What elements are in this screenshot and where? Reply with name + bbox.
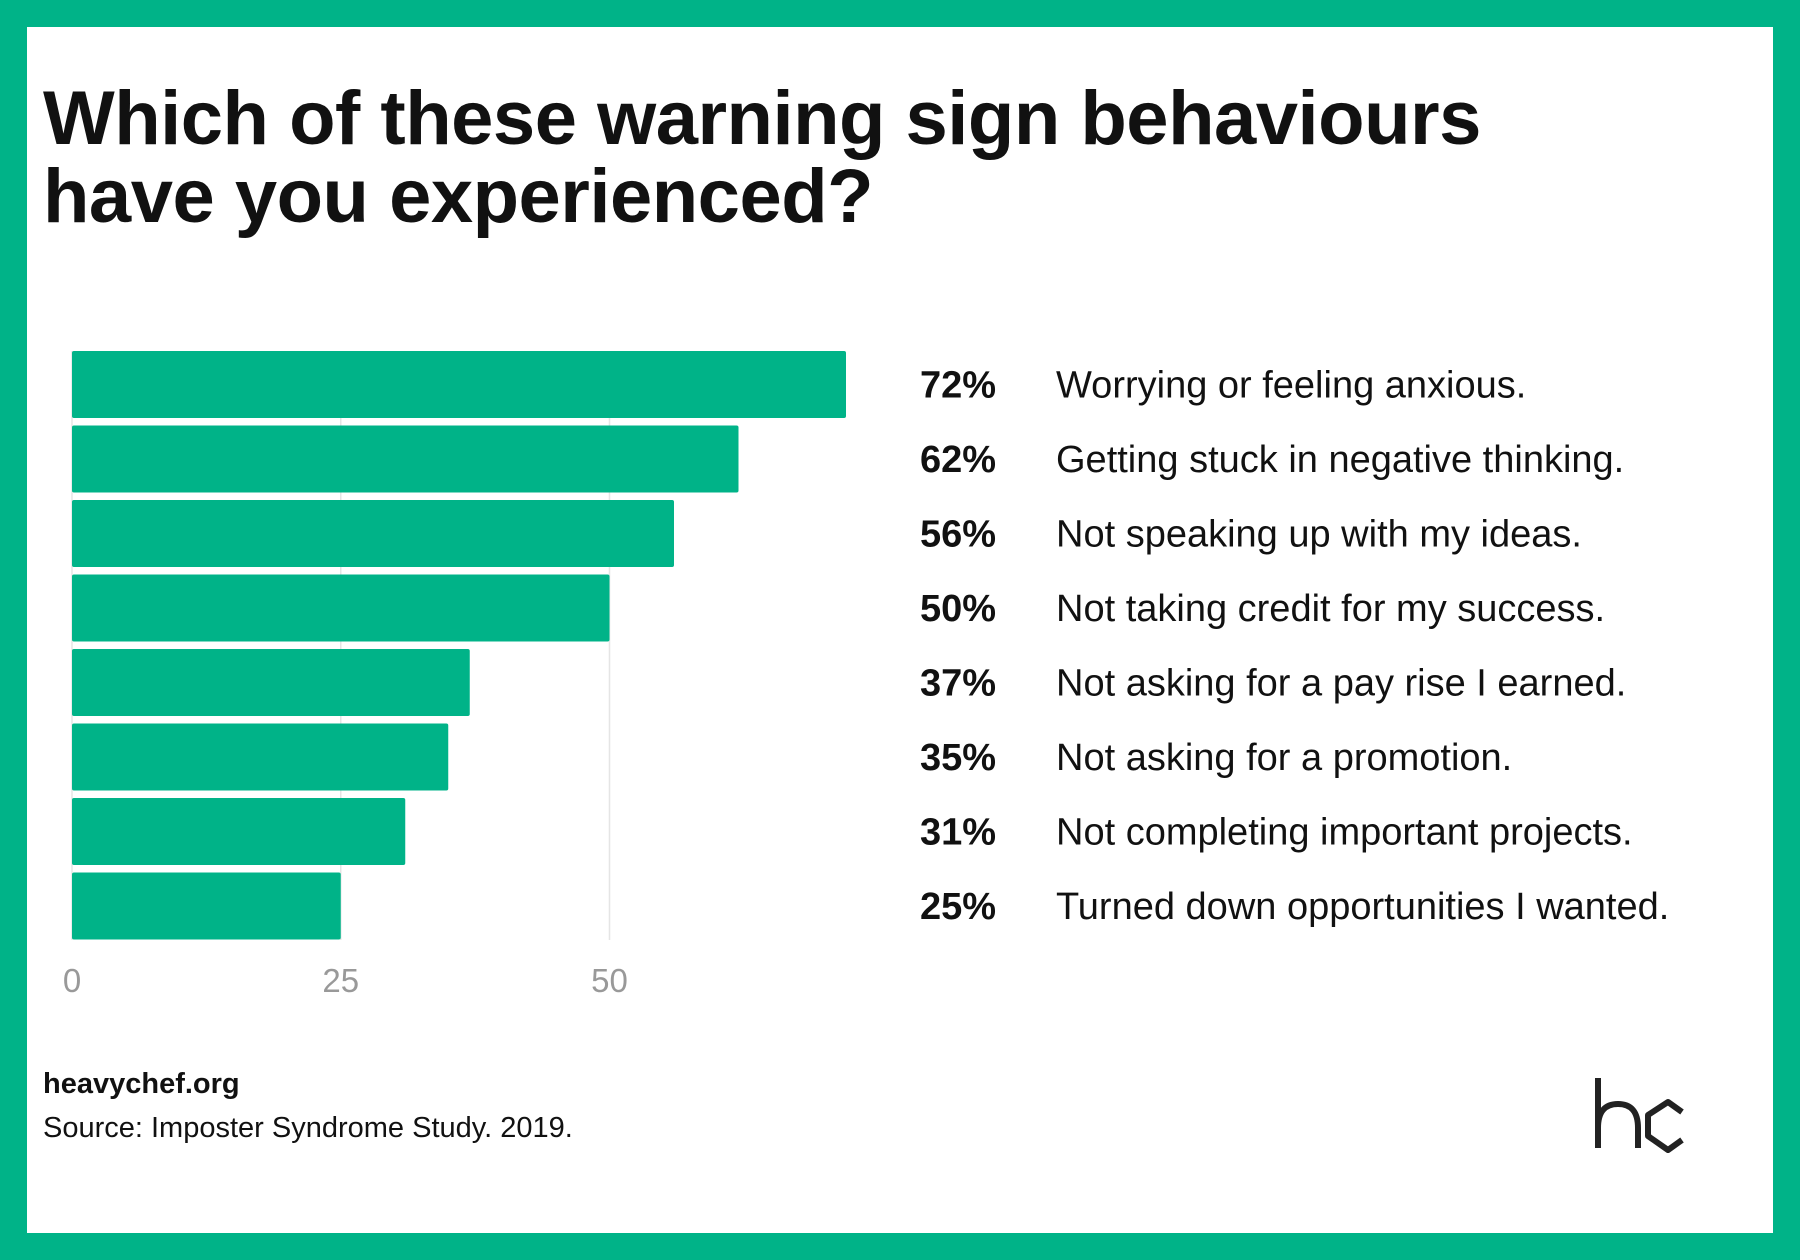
category-label-6: Not asking for a promotion.	[1056, 737, 1512, 779]
category-label-8: Turned down opportunities I wanted.	[1056, 886, 1669, 928]
category-label-7: Not completing important projects.	[1056, 812, 1633, 854]
site-url: heavychef.org	[43, 1068, 240, 1100]
x-tick-label-50: 50	[591, 962, 628, 999]
x-tick-label-25: 25	[322, 962, 359, 999]
bar-5	[72, 649, 470, 716]
bar-6	[72, 723, 449, 791]
heavychef-hc-logo-icon	[1595, 1078, 1684, 1153]
value-label-6: 35%	[920, 737, 996, 779]
bar-2	[72, 425, 739, 493]
category-label-5: Not asking for a pay rise I earned.	[1056, 663, 1626, 705]
value-label-5: 37%	[920, 663, 996, 705]
x-tick-label-0: 0	[63, 962, 81, 999]
chart-title: Which of these warning sign behaviours h…	[43, 76, 1481, 239]
bar-8	[72, 872, 341, 940]
value-label-8: 25%	[920, 886, 996, 928]
category-label-1: Worrying or feeling anxious.	[1056, 365, 1526, 407]
category-label-4: Not taking credit for my success.	[1056, 588, 1605, 630]
value-label-1: 72%	[920, 365, 996, 407]
value-label-7: 31%	[920, 812, 996, 854]
category-label-3: Not speaking up with my ideas.	[1056, 514, 1582, 556]
bar-7	[72, 798, 406, 865]
value-label-4: 50%	[920, 588, 996, 630]
value-label-2: 62%	[920, 439, 996, 481]
category-label-2: Getting stuck in negative thinking.	[1056, 439, 1624, 481]
value-label-3: 56%	[920, 514, 996, 556]
source-note: Source: Imposter Syndrome Study. 2019.	[43, 1112, 573, 1144]
bar-1	[72, 351, 846, 418]
bar-3	[72, 500, 674, 567]
bar-4	[72, 574, 610, 642]
